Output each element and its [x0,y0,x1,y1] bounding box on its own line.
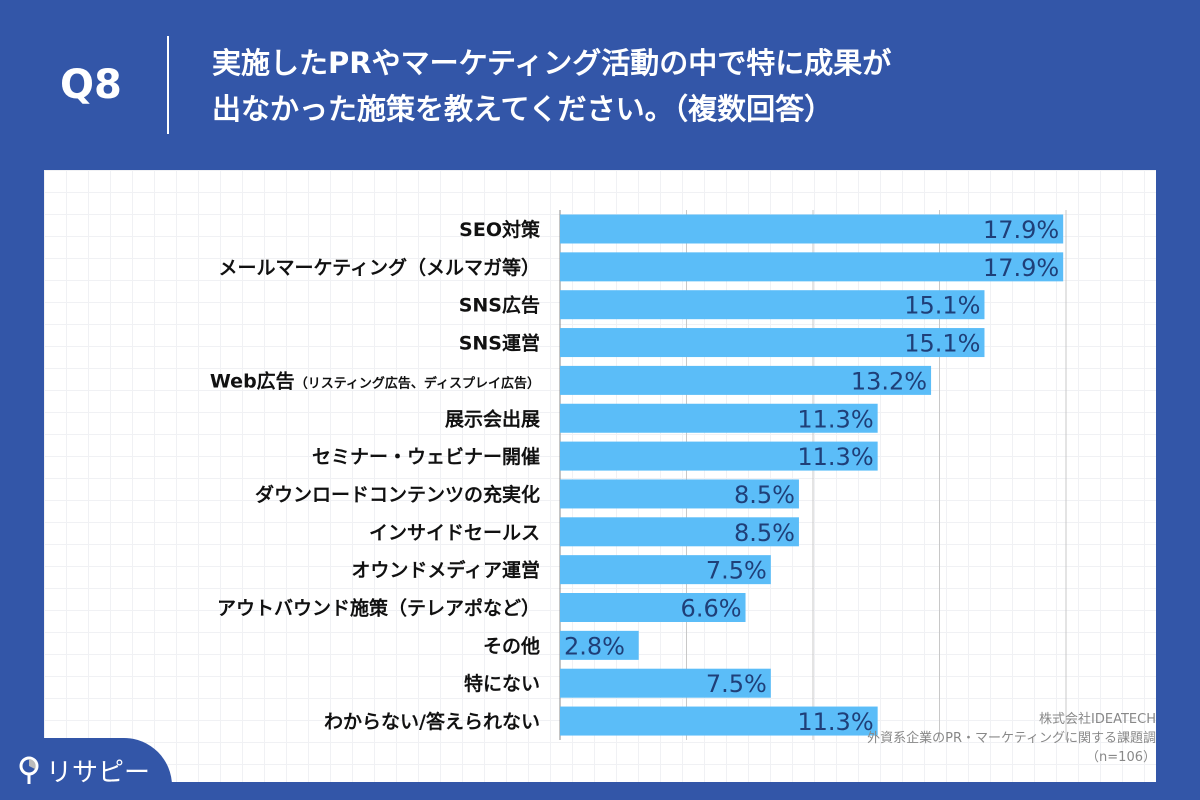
bar [560,365,932,395]
data-label: 11.3% [797,405,873,433]
bar [560,290,985,320]
sample-size: （n=106） [1086,750,1156,765]
data-label: 2.8% [564,632,625,660]
data-label: 15.1% [904,292,980,320]
category-label: Web広告（リスティング広告、ディスプレイ広告） [210,369,540,392]
data-label: 8.5% [734,481,795,509]
bar [560,517,799,547]
data-label: 15.1% [904,330,980,358]
category-label: その他 [483,634,540,657]
pin-icon [19,756,39,784]
source-company: 株式会社IDEATECH [1039,712,1156,727]
data-label: 11.3% [797,443,873,471]
category-label: SNS運営 [459,332,540,355]
bar [560,252,1064,282]
logo: リサピー [18,752,150,789]
bar [560,403,878,433]
source-note: 株式会社IDEATECH 外資系企業のPR・マーケティングに関する課題調 （n=… [867,710,1156,767]
bar [560,441,878,471]
source-survey: 外資系企業のPR・マーケティングに関する課題調 [867,731,1156,746]
title-line-1: 実施したPRやマーケティング活動の中で特に成果が [212,46,892,80]
category-label: 展示会出展 [445,407,540,430]
data-label: 8.5% [734,519,795,547]
title-line-2: 出なかった施策を教えてください。（複数回答） [212,92,834,126]
bar [560,479,799,509]
bar [560,328,985,358]
data-label: 11.3% [797,708,873,736]
bar [560,706,878,736]
category-label: メールマーケティング（メルマガ等） [219,256,540,279]
bar [560,630,639,660]
category-label: アウトバウンド施策（テレアポなど） [217,597,540,620]
data-label: 7.5% [706,557,767,585]
category-label: SEO対策 [459,218,541,241]
page-title: 実施したPRやマーケティング活動の中で特に成果が 出なかった施策を教えてください… [212,40,891,132]
data-label: 17.9% [983,254,1059,282]
category-label: 特にない [464,673,540,695]
data-label: 6.6% [681,595,742,623]
bar [560,668,771,698]
category-label: インサイドセールス [369,522,540,544]
category-label: SNS広告 [459,294,540,317]
logo-text: リサピー [46,758,151,788]
category-label: セミナー・ウェビナー開催 [312,445,540,468]
data-label: 17.9% [983,216,1059,244]
category-label: ダウンロードコンテンツの充実化 [255,483,540,506]
bar [560,555,771,585]
category-label: わからない/答えられない [324,710,540,733]
bar [560,593,746,622]
question-number: Q8 [60,62,122,108]
data-label: 7.5% [706,670,767,698]
category-label: オウンドメディア運営 [351,559,540,582]
logo-tab [0,738,172,800]
data-label: 13.2% [851,367,927,395]
bar [560,214,1064,244]
divider [167,36,169,134]
